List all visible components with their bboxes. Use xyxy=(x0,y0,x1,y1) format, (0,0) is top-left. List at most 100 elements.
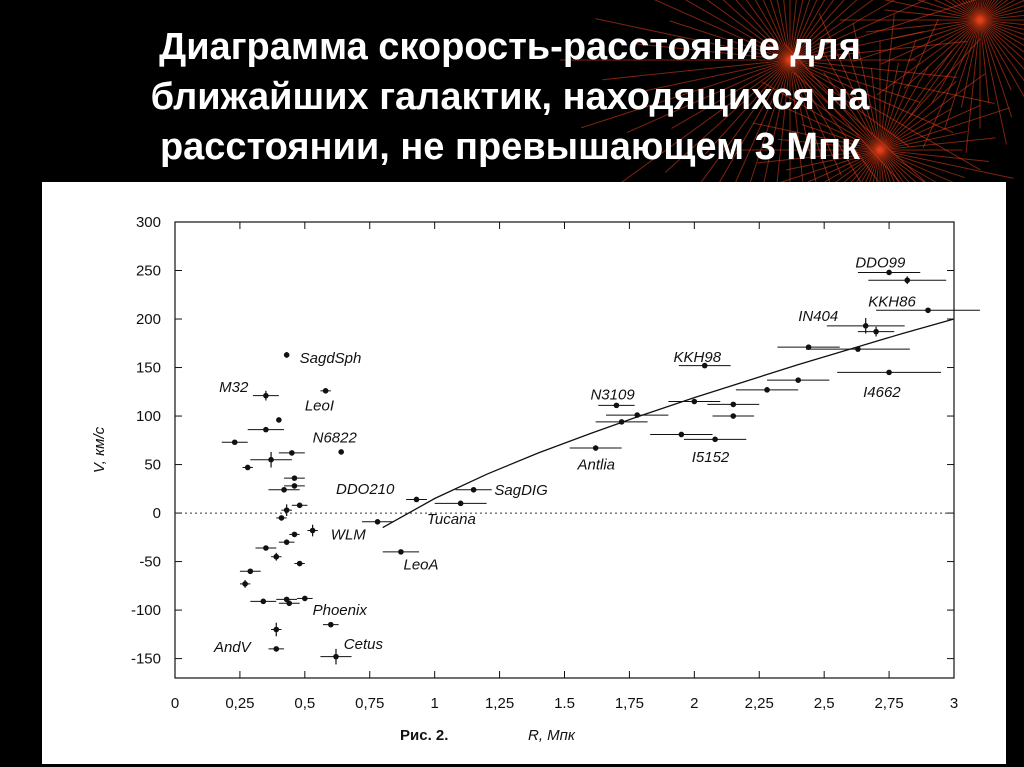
data-point xyxy=(252,390,279,401)
point-marker xyxy=(273,626,280,633)
sunburst-ray xyxy=(852,22,881,151)
point-marker xyxy=(925,307,931,314)
sunburst-ray xyxy=(979,19,1024,35)
galaxy-label: Antlia xyxy=(576,457,615,474)
point-marker xyxy=(730,401,737,408)
galaxy-label: WLM xyxy=(331,526,367,543)
sunburst-ray xyxy=(789,0,926,61)
data-point xyxy=(361,518,394,525)
sunburst-ray xyxy=(789,0,874,61)
galaxy-label: Phoenix xyxy=(313,602,368,619)
data-point xyxy=(876,307,980,314)
point-marker xyxy=(283,352,290,358)
velocity-distance-chart: 300 250 200 150 100 50 0 -50 -100 -150 0 0,25 0,5 0,7… xyxy=(91,214,980,744)
sunburst-ray xyxy=(922,19,981,149)
point-marker xyxy=(457,500,464,507)
sunburst-ray xyxy=(706,0,791,61)
galaxy-label: IN404 xyxy=(798,308,838,325)
galaxy-label: I4662 xyxy=(863,384,901,401)
sunburst-ray xyxy=(979,19,1012,91)
galaxy-label: Cetus xyxy=(344,636,384,653)
point-marker xyxy=(247,568,254,575)
point-marker xyxy=(338,449,344,455)
galaxy-label: DDO99 xyxy=(855,255,906,272)
sunburst-ray xyxy=(789,0,811,61)
data-point xyxy=(278,600,300,607)
point-marker xyxy=(244,464,251,471)
point-marker xyxy=(904,277,911,284)
sunburst-ray xyxy=(752,122,881,151)
data-point xyxy=(826,318,905,334)
sunburst-ray xyxy=(879,73,986,151)
data-point xyxy=(683,436,747,443)
sunburst-ray xyxy=(807,97,881,151)
sunburst-ray xyxy=(907,19,981,63)
sunburst-ray xyxy=(664,59,791,173)
sunburst-ray xyxy=(975,0,981,21)
data-point xyxy=(434,500,487,507)
sunburst-ray xyxy=(961,0,981,21)
data-point xyxy=(239,568,261,575)
point-marker xyxy=(398,549,404,555)
data-point xyxy=(678,362,731,369)
sunburst-ray xyxy=(779,105,881,151)
point-marker xyxy=(855,346,861,352)
sunburst-ray xyxy=(879,66,929,151)
sunburst-ray xyxy=(852,19,981,62)
y-tick-label: -150 xyxy=(131,651,161,668)
sunburst-ray xyxy=(979,14,1024,21)
x-tick-label: 2 xyxy=(690,695,698,712)
x-tick-label: 0,25 xyxy=(225,695,254,712)
point-marker xyxy=(289,450,295,456)
sunburst-ray xyxy=(979,10,1024,21)
sunburst-ray xyxy=(979,5,1024,21)
sunburst-ray xyxy=(754,0,791,61)
sunburst-ray xyxy=(793,71,881,151)
data-point xyxy=(668,398,721,405)
sunburst-ray xyxy=(757,149,881,164)
sunburst-ray xyxy=(769,0,791,61)
data-point xyxy=(276,596,298,603)
point-marker xyxy=(291,483,298,489)
point-marker xyxy=(328,621,334,628)
x-tick-label: 0 xyxy=(171,695,179,712)
fit-curve xyxy=(382,318,955,529)
sunburst-ray xyxy=(972,0,981,21)
point-marker xyxy=(273,553,280,560)
sunburst-ray xyxy=(789,0,804,61)
sunburst-ray xyxy=(979,0,999,21)
y-axis-label: V, км/с xyxy=(91,426,108,473)
point-marker xyxy=(281,486,287,493)
sunburst-ray xyxy=(979,19,1024,30)
sunburst-ray xyxy=(916,0,981,21)
point-marker xyxy=(260,598,267,605)
sunburst-ray xyxy=(669,20,791,61)
y-tick-label: 150 xyxy=(136,360,161,377)
sunburst-ray xyxy=(735,0,791,61)
point-marker xyxy=(283,507,290,513)
data-point xyxy=(569,445,622,451)
sunburst-ray xyxy=(879,149,1014,179)
point-marker xyxy=(886,369,892,376)
sunburst-ray xyxy=(626,59,791,133)
galaxy-label: LeoA xyxy=(404,556,439,573)
galaxy-label: M32 xyxy=(219,379,249,396)
sunburst-ray xyxy=(847,52,881,151)
point-marker xyxy=(678,431,685,438)
chart-panel: 300 250 200 150 100 50 0 -50 -100 -150 0 0,25 0,5 0,7… xyxy=(42,182,1006,764)
point-marker xyxy=(795,377,801,383)
data-point xyxy=(598,402,635,409)
sunburst-ray xyxy=(645,59,791,92)
sunburst-ray xyxy=(979,0,1009,21)
sunburst-ray xyxy=(789,0,835,61)
point-marker xyxy=(283,539,290,545)
galaxy-label: AndV xyxy=(213,639,253,656)
sunburst-ray xyxy=(789,0,845,61)
sunburst-ray xyxy=(870,67,881,151)
data-point xyxy=(283,352,290,358)
point-marker xyxy=(886,269,892,276)
galaxy-label: DDO210 xyxy=(336,481,395,498)
sunburst-ray xyxy=(580,59,791,129)
title-line-3: расстоянии, не превышающем 3 Мпк xyxy=(159,126,861,168)
galaxy-label: SagdSph xyxy=(300,350,362,367)
